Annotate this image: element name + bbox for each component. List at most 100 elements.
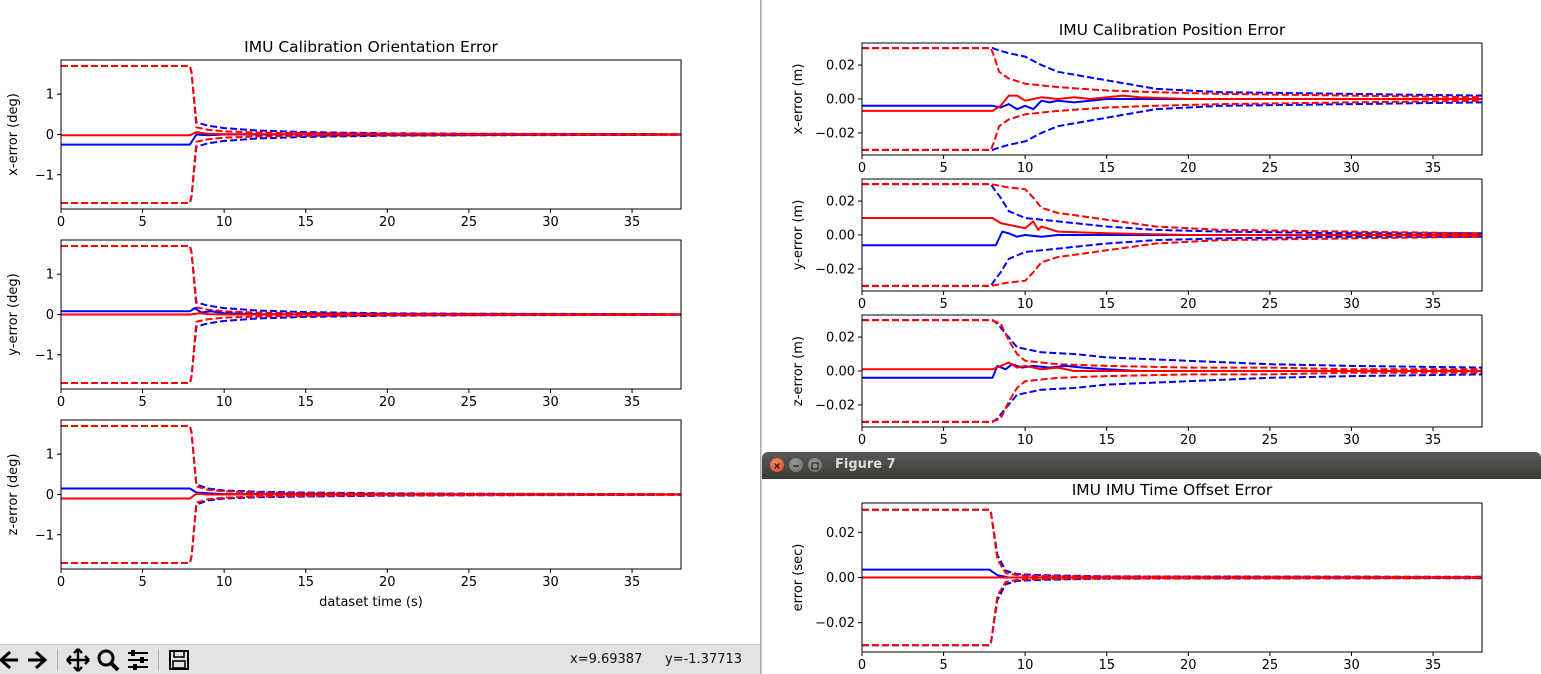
- pan-button[interactable]: [65, 647, 91, 673]
- dashed-red-series-line: [862, 371, 1482, 423]
- x-tick-label: 25: [1262, 658, 1279, 673]
- window-close-button[interactable]: [770, 458, 784, 472]
- y-tick-label: 1: [46, 268, 54, 283]
- arrow-left-icon: [0, 650, 18, 670]
- window-title: Figure 7: [835, 457, 896, 472]
- dashed-red-series-line: [61, 425, 681, 496]
- x-tick-label: 35: [624, 395, 641, 410]
- x-tick-label: 0: [57, 575, 65, 590]
- solid-red-series-line: [61, 312, 681, 316]
- solid-red-series-line: [862, 361, 1482, 372]
- series-group: [61, 65, 681, 204]
- x-tick-label: 5: [939, 433, 947, 448]
- solid-red-series-line: [862, 217, 1482, 236]
- y-tick-label: −1: [35, 348, 54, 363]
- y-tick-label: 0.02: [826, 59, 855, 74]
- y-tick-label: 0.02: [826, 526, 855, 541]
- x-tick-label: 20: [1180, 433, 1197, 448]
- x-tick-label: 5: [138, 395, 146, 410]
- y-tick-label: 0.02: [826, 195, 855, 210]
- x-tick-label: 25: [1262, 297, 1279, 312]
- x-tick-label: 35: [1425, 161, 1442, 176]
- sliders-icon: [128, 650, 148, 670]
- x-tick-label: 10: [1017, 433, 1034, 448]
- orientation-error-window: 0 5 10 15 20 25 30 35 1 0 −1 IMU Calibration Orient…: [0, 0, 761, 674]
- configure-subplots-button[interactable]: [125, 647, 151, 673]
- y-axis-label: z-error (m): [791, 336, 806, 406]
- save-button[interactable]: [166, 647, 192, 673]
- subplot-4: 0 5 10 15 20 25 30 35 0.02 0.00 −0.02 IMU Calibrati…: [791, 21, 1483, 176]
- x-tick-label: 10: [216, 215, 233, 230]
- window-titlebar[interactable]: Figure 7: [762, 452, 1541, 479]
- x-tick-label: 0: [858, 161, 866, 176]
- x-axis-label: dataset time (s): [319, 595, 423, 610]
- dashed-blue-series-line: [61, 425, 681, 496]
- chart-title: IMU Calibration Orientation Error: [244, 38, 498, 56]
- dashed-red-series-line: [61, 245, 681, 316]
- dashed-blue-series-line: [862, 101, 1482, 151]
- dashed-red-series-line: [862, 577, 1482, 647]
- forward-button[interactable]: [24, 647, 50, 673]
- x-tick-label: 35: [624, 575, 641, 590]
- solid-blue-series-line: [862, 230, 1482, 247]
- y-axis-label: y-error (deg): [6, 273, 21, 355]
- back-button[interactable]: [0, 647, 22, 673]
- maximize-icon: [811, 462, 819, 470]
- dashed-red-series-line: [862, 99, 1482, 151]
- series-group: [862, 183, 1482, 287]
- x-tick-label: 10: [216, 395, 233, 410]
- dashed-red-series-line: [862, 183, 1482, 235]
- move-icon: [66, 648, 90, 672]
- window-maximize-button[interactable]: [808, 458, 822, 472]
- subplot-6: 0 5 10 15 20 25 30 35 0.02 0.00 −0.02 z-error (m): [791, 314, 1483, 448]
- x-tick-label: 0: [57, 395, 65, 410]
- dashed-blue-series-line: [862, 508, 1482, 578]
- dashed-blue-series-line: [61, 493, 681, 564]
- x-tick-label: 0: [858, 433, 866, 448]
- x-tick-label: 15: [297, 395, 314, 410]
- x-tick-label: 5: [939, 658, 947, 673]
- y-tick-label: 0.00: [826, 93, 855, 108]
- series-group: [61, 425, 681, 564]
- dashed-red-series-line: [862, 508, 1482, 578]
- position-error-window: 0 5 10 15 20 25 30 35 0.02 0.00 −0.02 IMU Calibrati…: [762, 0, 1541, 452]
- dashed-blue-series-line: [862, 235, 1482, 287]
- x-tick-label: 30: [542, 215, 559, 230]
- dashed-blue-series-line: [61, 65, 681, 136]
- x-tick-label: 10: [1017, 297, 1034, 312]
- x-tick-label: 0: [858, 658, 866, 673]
- x-tick-label: 0: [858, 297, 866, 312]
- zoom-button[interactable]: [95, 647, 121, 673]
- dashed-blue-series-line: [862, 47, 1482, 97]
- dashed-blue-series-line: [862, 183, 1482, 235]
- solid-red-series-line: [862, 94, 1482, 112]
- x-tick-label: 30: [1343, 161, 1360, 176]
- arrow-right-icon: [28, 650, 48, 670]
- x-tick-label: 15: [297, 215, 314, 230]
- x-tick-label: 10: [216, 575, 233, 590]
- dashed-red-series-line: [61, 65, 681, 136]
- y-tick-label: 0.02: [826, 331, 855, 346]
- y-axis-label: error (sec): [791, 544, 806, 612]
- x-tick-label: 35: [1425, 433, 1442, 448]
- x-tick-label: 25: [461, 215, 478, 230]
- series-group: [862, 508, 1482, 647]
- y-axis-label: z-error (deg): [6, 454, 21, 536]
- series-group: [862, 47, 1482, 151]
- x-tick-label: 30: [1343, 433, 1360, 448]
- subplot-7: 0 5 10 15 20 25 30 35 0.02 0.00 −0.02 IMU IMU Time …: [791, 481, 1483, 673]
- x-tick-label: 15: [1098, 658, 1115, 673]
- window-minimize-button[interactable]: [789, 458, 803, 472]
- y-tick-label: 0: [46, 308, 54, 323]
- x-tick-label: 0: [57, 215, 65, 230]
- solid-blue-series-line: [862, 98, 1482, 111]
- toolbar-separator: [158, 649, 159, 671]
- x-tick-label: 20: [1180, 297, 1197, 312]
- y-tick-label: −0.02: [815, 616, 855, 631]
- dashed-red-series-line: [862, 47, 1482, 99]
- x-tick-label: 15: [1098, 433, 1115, 448]
- figure-7-window: Figure 7 0 5 10 15 20 25 30 35 0.02 0.00 −0.02 IMU …: [762, 452, 1541, 674]
